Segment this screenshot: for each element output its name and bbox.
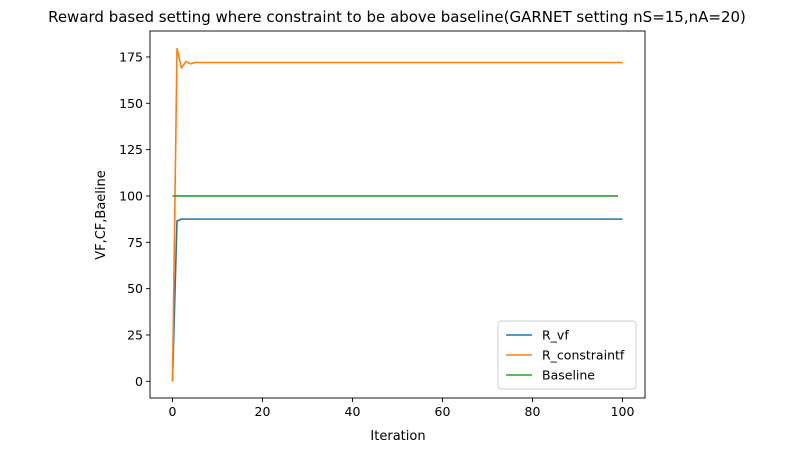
series-line-0 (171, 218, 623, 382)
y-tick-label-6: 150 (119, 96, 143, 111)
y-tick-label-2: 50 (127, 281, 143, 296)
series-line-1 (171, 47, 623, 382)
y-tick-label-1: 25 (127, 327, 143, 342)
legend-label-2: Baseline (542, 368, 595, 383)
legend-label-1: R_constraintf (542, 348, 625, 363)
x-axis-label: Iteration (370, 429, 425, 444)
y-tick-label-7: 175 (119, 49, 143, 64)
y-tick-label-0: 0 (135, 374, 143, 389)
axes-frame (149, 30, 646, 399)
x-tick-label-0: 0 (169, 404, 177, 419)
y-tick-label-4: 100 (119, 188, 143, 203)
y-axis-label: VF,CF,Baeline (94, 170, 109, 260)
x-tick-label-1: 20 (255, 404, 271, 419)
x-tick-label-2: 40 (345, 404, 361, 419)
plot-area: 0 20 40 60 80 100 0 25 50 75 100 125 150 175 (119, 30, 646, 419)
x-tick-label-3: 60 (435, 404, 451, 419)
y-tick-label-5: 125 (119, 142, 143, 157)
legend: R_vf R_constraintf Baseline (497, 320, 637, 390)
legend-label-0: R_vf (542, 328, 569, 343)
y-tick-label-3: 75 (127, 235, 143, 250)
legend-box (497, 320, 637, 390)
x-tick-label-4: 80 (525, 404, 541, 419)
chart-title: Reward based setting where constraint to… (48, 8, 746, 26)
x-tick-label-5: 100 (611, 404, 635, 419)
